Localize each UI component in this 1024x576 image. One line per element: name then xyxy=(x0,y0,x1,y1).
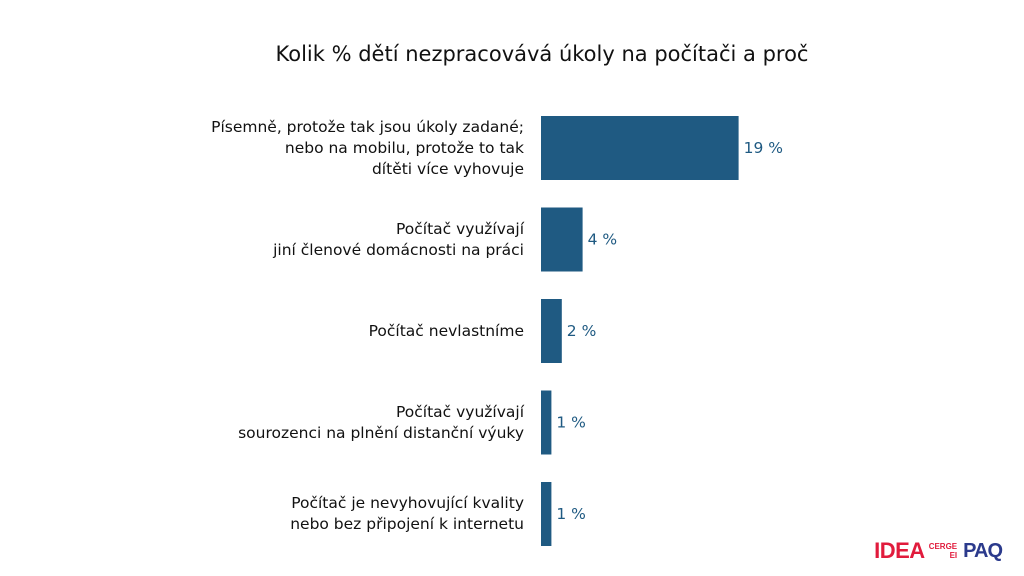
category-label-line: Počítač využívají xyxy=(395,402,524,421)
category-label-line: nebo na mobilu, protože to tak xyxy=(284,138,524,157)
category-label-line: Písemně, protože tak jsou úkoly zadané; xyxy=(211,117,524,136)
category-label: Počítač využívají jiní členové domácnosti… xyxy=(104,219,524,261)
chart-title: Kolik % dětí nezpracovává úkoly na počít… xyxy=(275,42,809,66)
category-label: Počítač je nevyhovující kvality nebo bez … xyxy=(104,493,524,535)
category-label-line: Počítač využívají xyxy=(395,219,524,238)
category-label: Písemně, protože tak jsou úkoly zadané; n… xyxy=(104,117,524,180)
category-label-line: dítěti více vyhovuje xyxy=(371,159,524,178)
bar xyxy=(541,390,552,455)
category-label-line: Počítač je nevyhovující kvality xyxy=(291,494,524,512)
bar xyxy=(541,482,552,546)
category-label: Počítač nevlastníme xyxy=(104,321,524,342)
bar xyxy=(541,116,739,180)
category-label-line: Počítač nevlastníme xyxy=(368,321,524,340)
logos: IDEA CERGE EI PAQ xyxy=(874,538,1003,563)
bar xyxy=(541,207,583,272)
bar-value-label: 1 % xyxy=(556,505,586,523)
bar xyxy=(541,299,562,363)
bars-layer: 19 % 4 % 2 % 1 % 1 % xyxy=(541,116,783,546)
idea-logo: IDEA xyxy=(874,538,925,563)
bar-value-label: 4 % xyxy=(588,231,618,249)
category-label: Počítač využívají sourozenci na plnění di… xyxy=(104,402,524,444)
paq-logo: PAQ xyxy=(963,540,1003,562)
ei-logo-text: EI xyxy=(949,551,958,560)
bar-value-label: 19 % xyxy=(744,139,783,157)
cerge-logo-text: CERGE xyxy=(928,542,958,551)
category-label-line: jiní členové domácnosti na práci xyxy=(273,240,524,259)
category-label-line: sourozenci na plnění distanční výuky xyxy=(238,423,524,442)
category-label-line: nebo bez připojení k internetu xyxy=(290,515,524,533)
bar-value-label: 1 % xyxy=(556,414,586,432)
bar-value-label: 2 % xyxy=(567,322,597,340)
cerge-ei-logo: CERGE EI xyxy=(929,542,957,560)
